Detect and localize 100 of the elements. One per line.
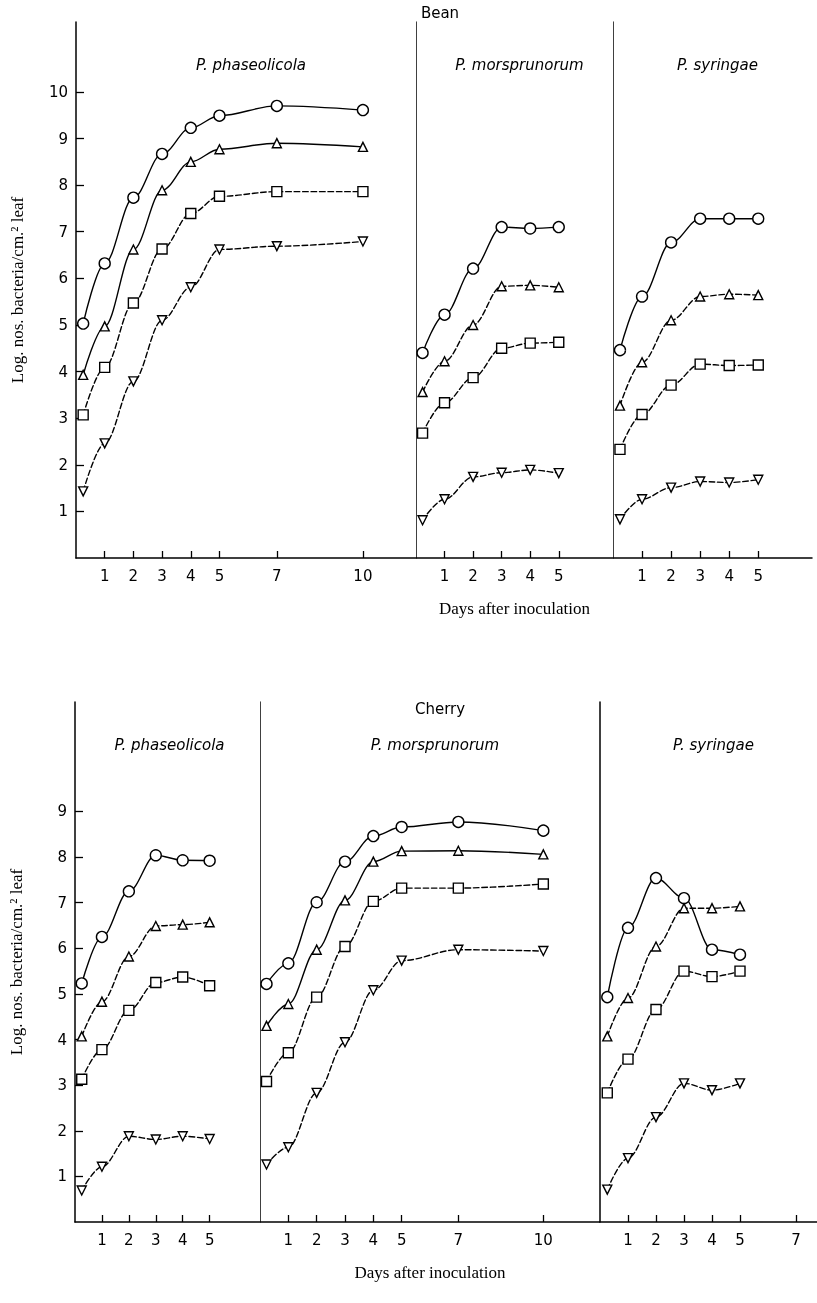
point: [636, 494, 648, 505]
point: [177, 971, 189, 983]
x-tick-label: 3: [496, 566, 507, 585]
point: [416, 346, 429, 360]
y-tick-label: 4: [57, 1030, 67, 1049]
point: [204, 1133, 215, 1145]
point: [339, 940, 351, 953]
x-tick-label: 4: [724, 566, 734, 585]
point: [524, 337, 536, 349]
point: [733, 948, 747, 961]
point: [525, 280, 536, 291]
point: [96, 996, 108, 1007]
text: P. syringae: [677, 55, 758, 74]
x-tick-label: 4: [707, 1230, 717, 1249]
point: [271, 240, 283, 252]
point: [664, 236, 678, 249]
x-tick-label: 1: [637, 566, 647, 585]
point: [395, 882, 408, 894]
point: [77, 486, 89, 497]
y-tick-label: 2: [58, 455, 68, 474]
y-tick-label: 8: [58, 176, 68, 195]
point: [705, 943, 719, 956]
point: [417, 515, 428, 526]
point: [553, 282, 564, 293]
point: [77, 369, 89, 381]
text: P. syringae: [673, 735, 754, 754]
point: [270, 99, 284, 113]
point: [260, 1075, 273, 1088]
point: [368, 856, 379, 867]
point: [76, 1073, 88, 1085]
point: [417, 386, 428, 398]
x-tick-label: 2: [124, 1230, 134, 1249]
point: [150, 976, 162, 989]
point: [650, 941, 662, 952]
point: [706, 902, 718, 914]
y-tick-label: 2: [57, 1121, 67, 1140]
point: [621, 921, 635, 934]
point: [155, 147, 169, 161]
point: [95, 930, 109, 944]
x-tick-label: 3: [151, 1230, 161, 1249]
y-tick-label: 8: [57, 848, 67, 867]
point: [368, 985, 379, 996]
point: [614, 400, 626, 411]
point: [677, 891, 691, 905]
x-tick-label: 1: [99, 566, 110, 585]
point: [203, 854, 216, 867]
point: [723, 212, 736, 225]
annotation: Cherry: [414, 700, 466, 718]
point: [311, 1087, 322, 1099]
point: [282, 1047, 295, 1059]
text: P. morsprunorum: [455, 55, 584, 74]
point: [753, 474, 764, 485]
point: [395, 820, 408, 834]
point: [214, 144, 225, 155]
point: [753, 289, 764, 301]
y-axis-title: Log. nos. bacteria/cm.² leaf: [7, 868, 26, 1056]
point: [123, 1131, 135, 1142]
point: [127, 297, 140, 309]
point: [396, 955, 407, 966]
point: [678, 965, 690, 977]
point: [310, 991, 323, 1003]
x-tick-label: 2: [128, 566, 139, 585]
x-tick-label: 10: [533, 1230, 553, 1249]
x-tick-label: 3: [679, 1230, 689, 1249]
x-tick-label: 5: [735, 1230, 745, 1249]
point: [150, 920, 161, 932]
point: [665, 315, 677, 326]
point: [127, 191, 140, 204]
point: [311, 944, 322, 955]
point: [439, 494, 450, 505]
point: [128, 244, 139, 255]
point: [613, 343, 627, 357]
point: [724, 477, 735, 488]
x-tick-label: 7: [272, 566, 282, 585]
x-tick-label: 5: [396, 1230, 407, 1249]
point: [495, 342, 508, 354]
y-tick-label: 6: [57, 939, 67, 958]
y-tick-label: 7: [58, 222, 68, 241]
point: [122, 885, 136, 898]
x-tick-label: 5: [553, 566, 564, 585]
x-tick-label: 5: [214, 566, 225, 585]
point: [176, 854, 189, 867]
point: [694, 476, 706, 487]
point: [214, 244, 225, 255]
point: [723, 359, 735, 372]
point: [622, 1053, 634, 1065]
x-tick-label: 1: [623, 1230, 633, 1249]
point: [204, 917, 215, 928]
point: [650, 1003, 662, 1016]
x-axis-title: Days after inoculation: [354, 1263, 507, 1282]
point: [128, 376, 139, 387]
x-tick-label: 2: [311, 1230, 322, 1249]
point: [537, 824, 550, 837]
point: [416, 427, 429, 439]
point: [203, 980, 216, 992]
point: [367, 829, 380, 843]
point: [622, 992, 634, 1004]
point: [538, 945, 549, 957]
point: [177, 1131, 188, 1142]
y-tick-label: 6: [58, 269, 68, 288]
